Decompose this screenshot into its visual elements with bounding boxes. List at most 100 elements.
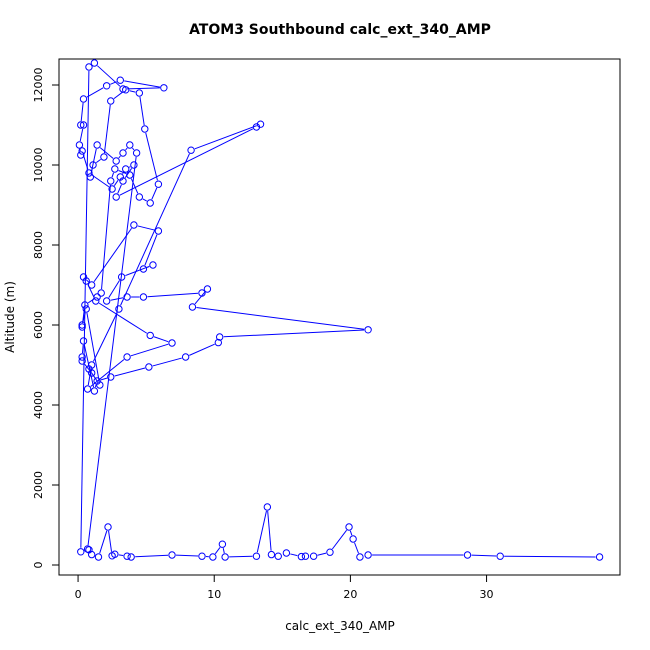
y-axis-label: Altitude (m): [3, 281, 17, 353]
series-line-segment: [349, 530, 353, 536]
series-line-segment: [101, 184, 111, 290]
data-point: [139, 265, 148, 273]
data-point: [309, 552, 318, 560]
series-line-segment: [175, 554, 198, 557]
series-line-segment: [99, 147, 114, 159]
series-line-segment: [113, 91, 123, 100]
series-line-segment: [214, 547, 221, 555]
data-point: [463, 551, 472, 559]
y-axis: 0 2000 4000 6000 8000 10000 12000: [32, 68, 60, 569]
series-line-segment: [90, 372, 99, 382]
series-line-segment: [84, 363, 90, 371]
series-line-segment: [87, 156, 137, 546]
data-point: [198, 289, 206, 297]
plot-area: [75, 59, 604, 561]
series-line-segment: [144, 234, 158, 266]
series-line-segment: [80, 102, 84, 122]
data-point: [209, 553, 217, 561]
series-line-segment: [110, 297, 124, 301]
data-point: [78, 321, 86, 329]
series-line-segment: [130, 178, 139, 194]
data-point: [154, 180, 163, 188]
series-line-segment: [317, 552, 327, 556]
series-line-segment: [90, 359, 125, 387]
data-point: [119, 177, 127, 185]
data-point: [75, 141, 84, 149]
data-point: [78, 353, 86, 361]
data-point: [364, 326, 372, 334]
data-point: [132, 149, 141, 157]
y-tick-label: 4000: [32, 391, 45, 419]
series-line-segment: [137, 225, 155, 231]
data-point: [107, 373, 115, 381]
series-line-segment: [256, 510, 267, 553]
data-point: [87, 550, 96, 559]
chart-title: ATOM3 Southbound calc_ext_340_AMP: [189, 22, 491, 38]
data-point: [122, 86, 130, 94]
y-tick-label: 6000: [32, 311, 45, 339]
series-line-segment: [126, 87, 160, 90]
data-point: [160, 84, 168, 92]
data-point: [123, 293, 131, 301]
data-point: [356, 553, 364, 561]
data-point: [135, 193, 144, 201]
series-line-segment: [91, 174, 110, 188]
data-point: [94, 553, 103, 561]
plot-frame: [58, 58, 621, 576]
y-tick-label: 2000: [32, 471, 45, 499]
data-point: [123, 353, 131, 361]
data-point: [130, 221, 138, 229]
data-point: [83, 385, 92, 393]
data-point: [145, 363, 153, 371]
data-point: [93, 293, 101, 301]
series-line-segment: [113, 180, 119, 186]
data-point: [141, 125, 149, 133]
series-line-segment: [99, 530, 108, 554]
data-point: [78, 147, 86, 155]
data-point: [282, 549, 291, 557]
series-line-segment: [118, 155, 121, 159]
data-point: [215, 333, 224, 341]
series-line-segment: [222, 548, 225, 554]
data-point: [218, 540, 227, 548]
data-point: [496, 552, 504, 560]
series-line-segment: [147, 292, 199, 298]
data-point: [86, 173, 95, 181]
data-point: [252, 552, 261, 560]
series-line-segment: [223, 329, 365, 338]
series-line-segment: [125, 147, 128, 151]
data-point: [203, 285, 212, 293]
data-point: [79, 273, 88, 281]
data-point: [301, 552, 310, 560]
series-line-segment: [114, 367, 146, 377]
y-tick-label: 12000: [32, 68, 45, 103]
data-point: [81, 301, 89, 309]
series-line-segment: [132, 147, 135, 151]
series-line-segment: [267, 510, 272, 551]
data-point: [97, 289, 105, 297]
data-point: [274, 552, 282, 560]
series-line-segment: [90, 148, 97, 174]
series-line-segment: [151, 187, 158, 200]
series-line-segment: [82, 154, 89, 170]
x-axis-label: calc_ext_340_AMP: [285, 619, 395, 633]
series-line-segment: [108, 280, 120, 298]
series-line-segment: [504, 555, 596, 558]
series-line-segment: [92, 312, 118, 362]
series-line-segment: [118, 170, 127, 174]
data-point: [146, 331, 154, 340]
data-point: [154, 227, 163, 235]
data-point: [96, 381, 104, 389]
series-line-segment: [111, 172, 115, 178]
series-line-segment: [108, 530, 113, 552]
series-line-segment: [103, 104, 111, 154]
data-point: [267, 550, 276, 559]
data-point: [111, 165, 119, 173]
data-point: [85, 169, 93, 177]
data-point: [364, 551, 372, 559]
data-point: [130, 161, 138, 169]
data-point: [326, 548, 334, 556]
data-point: [297, 552, 306, 561]
data-point: [85, 365, 93, 373]
data-point: [263, 503, 272, 511]
